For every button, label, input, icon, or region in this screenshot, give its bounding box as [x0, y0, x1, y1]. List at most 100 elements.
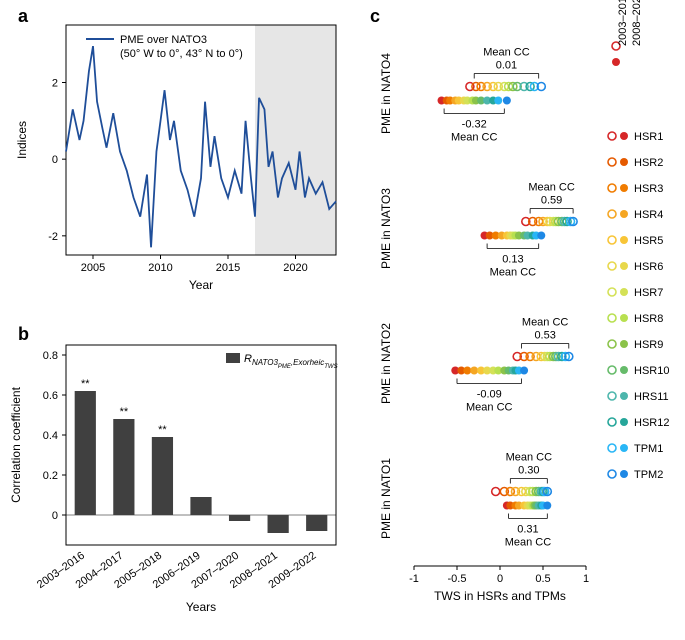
scatter-filled — [503, 97, 511, 105]
panel-a-label: a — [18, 6, 29, 26]
legend-series-label: HSR7 — [634, 287, 663, 299]
panel-b-ytick: 0.6 — [43, 390, 58, 402]
legend-swatch-filled — [620, 184, 628, 192]
panel-b-bar — [229, 515, 250, 521]
legend-series-label: TPM2 — [634, 469, 663, 481]
legend-swatch-open — [608, 470, 616, 478]
panel-b-ytick: 0.4 — [43, 430, 58, 442]
mean-cc-label: Mean CC — [490, 267, 537, 279]
legend-swatch-open — [608, 392, 616, 400]
legend-series-label: HSR5 — [634, 235, 663, 247]
legend-swatch-open — [608, 314, 616, 322]
mean-cc-label: Mean CC — [483, 47, 530, 59]
legend-swatch-filled — [620, 210, 628, 218]
scatter-open — [492, 488, 500, 496]
panel-b-ytick: 0.2 — [43, 470, 58, 482]
legend-swatch-open — [608, 366, 616, 374]
legend-series-label: HRS11 — [634, 391, 669, 403]
mean-cc-label: Mean CC — [505, 537, 552, 549]
mean-cc-top: 0.30 — [518, 465, 539, 477]
panel-b-bar — [190, 497, 211, 515]
legend-swatch-open — [608, 418, 616, 426]
panel-b-ylabel: Correlation coefficient — [9, 386, 23, 503]
legend-period-bottom: 2008–2021 — [631, 0, 643, 46]
panel-b-legend-swatch — [226, 353, 240, 363]
panel-c-xtick: -0.5 — [448, 573, 467, 585]
legend-swatch-filled — [620, 132, 628, 140]
legend-swatch-filled — [620, 340, 628, 348]
legend-series-label: HSR9 — [634, 339, 663, 351]
panel-a-ylabel: Indices — [15, 121, 29, 159]
panel-a-ytick: 2 — [52, 78, 58, 90]
mean-cc-top: 0.53 — [534, 330, 555, 342]
legend-swatch-filled — [620, 418, 628, 426]
legend-swatch-filled — [620, 262, 628, 270]
legend-series-label: HSR6 — [634, 261, 663, 273]
legend-swatch-open — [608, 132, 616, 140]
panel-b-sig: ** — [120, 406, 129, 418]
panel-c-ylabel: PME in NATO4 — [379, 53, 393, 134]
panel-b-sig: ** — [158, 424, 167, 436]
panel-b-ytick: 0 — [52, 510, 58, 522]
legend-series-label: HSR10 — [634, 365, 669, 377]
mean-cc-bottom: 0.31 — [517, 524, 538, 536]
panel-a-xtick: 2005 — [81, 262, 105, 274]
panel-a-legend-1: PME over NATO3 — [120, 34, 207, 46]
legend-filled-icon — [612, 58, 620, 66]
legend-series-label: HSR12 — [634, 417, 669, 429]
legend-swatch-open — [608, 158, 616, 166]
mean-cc-top: 0.59 — [541, 195, 562, 207]
panel-b-bar — [75, 391, 96, 515]
legend-swatch-filled — [620, 444, 628, 452]
legend-swatch-filled — [620, 392, 628, 400]
legend-series-label: HSR1 — [634, 131, 663, 143]
panel-c-xtick: 0 — [497, 573, 503, 585]
legend-swatch-open — [608, 184, 616, 192]
panel-a-xlabel: Year — [189, 278, 213, 292]
panel-a-xtick: 2015 — [216, 262, 240, 274]
panel-c-ylabel: PME in NATO1 — [379, 458, 393, 539]
mean-cc-bottom: -0.32 — [462, 119, 487, 131]
legend-series-label: HSR3 — [634, 183, 663, 195]
panel-a-ytick: -2 — [48, 231, 58, 243]
legend-swatch-open — [608, 210, 616, 218]
panel-a-xtick: 2010 — [148, 262, 172, 274]
figure-svg: a-2022005201020152020PME over NATO3(50° … — [0, 0, 685, 640]
panel-b-xlabel: Years — [186, 600, 216, 614]
mean-cc-label: Mean CC — [466, 402, 513, 414]
panel-c-xtick: 0.5 — [535, 573, 550, 585]
legend-swatch-filled — [620, 158, 628, 166]
legend-swatch-filled — [620, 470, 628, 478]
scatter-filled — [470, 367, 478, 375]
panel-b-label: b — [18, 324, 29, 344]
legend-swatch-open — [608, 444, 616, 452]
legend-series-label: HSR2 — [634, 157, 663, 169]
scatter-filled — [520, 367, 528, 375]
legend-swatch-open — [608, 340, 616, 348]
panel-b-bar — [306, 515, 327, 531]
panel-b-bar — [268, 515, 289, 533]
legend-swatch-filled — [620, 236, 628, 244]
legend-swatch-filled — [620, 366, 628, 374]
scatter-filled — [543, 502, 551, 510]
panel-b-bar — [152, 437, 173, 515]
scatter-filled — [463, 367, 471, 375]
panel-c-xtick: 1 — [583, 573, 589, 585]
legend-swatch-open — [608, 288, 616, 296]
legend-swatch-filled — [620, 288, 628, 296]
panel-c-xtick: -1 — [409, 573, 419, 585]
scatter-filled — [537, 232, 545, 240]
legend-swatch-open — [608, 262, 616, 270]
panel-b-sig: ** — [81, 378, 90, 390]
mean-cc-label: Mean CC — [506, 452, 553, 464]
panel-c-xlabel: TWS in HSRs and TPMs — [434, 589, 566, 603]
panel-a-xtick: 2020 — [283, 262, 307, 274]
legend-swatch-open — [608, 236, 616, 244]
panel-b-legend-text: RNATO3PME,ExorheicTWS — [244, 353, 338, 370]
legend-series-label: TPM1 — [634, 443, 663, 455]
panel-b-bar — [113, 419, 134, 515]
mean-cc-label: Mean CC — [451, 132, 498, 144]
mean-cc-bottom: 0.13 — [502, 254, 523, 266]
mean-cc-bottom: -0.09 — [477, 389, 502, 401]
panel-c-ylabel: PME in NATO2 — [379, 323, 393, 404]
